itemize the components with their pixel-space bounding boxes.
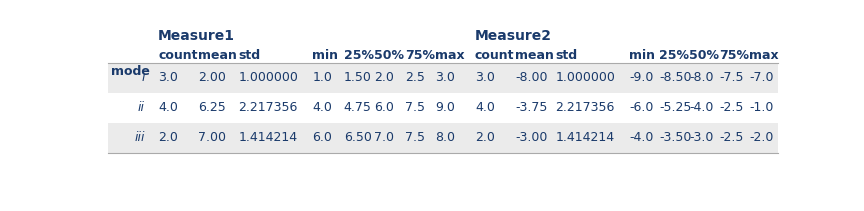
Text: 3.0: 3.0 [475, 71, 495, 84]
Text: 25%: 25% [659, 49, 689, 62]
Text: std: std [556, 49, 577, 62]
Text: -4.0: -4.0 [629, 131, 653, 144]
Text: 2.0: 2.0 [475, 131, 495, 144]
Text: 3.0: 3.0 [435, 71, 454, 84]
Text: count: count [475, 49, 514, 62]
Text: mean: mean [515, 49, 554, 62]
Text: -2.5: -2.5 [720, 101, 744, 114]
Text: -5.25: -5.25 [659, 101, 691, 114]
Text: 2.217356: 2.217356 [238, 101, 298, 114]
Text: i: i [142, 71, 145, 84]
Text: count: count [158, 49, 198, 62]
Text: Measure1: Measure1 [158, 29, 235, 43]
Text: -3.0: -3.0 [689, 131, 714, 144]
Text: 25%: 25% [344, 49, 374, 62]
Text: max: max [749, 49, 779, 62]
Text: 7.5: 7.5 [404, 101, 424, 114]
Text: 2.5: 2.5 [404, 71, 424, 84]
Text: mode: mode [111, 65, 150, 78]
Text: iii: iii [134, 131, 145, 144]
Text: -8.00: -8.00 [515, 71, 548, 84]
Text: 50%: 50% [689, 49, 719, 62]
Text: 2.0: 2.0 [158, 131, 178, 144]
Text: 2.217356: 2.217356 [556, 101, 614, 114]
FancyBboxPatch shape [108, 123, 778, 153]
Text: min: min [629, 49, 655, 62]
Text: min: min [312, 49, 338, 62]
Text: 8.0: 8.0 [435, 131, 454, 144]
Text: std: std [238, 49, 261, 62]
Text: 75%: 75% [404, 49, 435, 62]
Text: -2.5: -2.5 [720, 131, 744, 144]
Text: -8.0: -8.0 [689, 71, 714, 84]
Text: -7.0: -7.0 [749, 71, 774, 84]
Text: 1.50: 1.50 [344, 71, 372, 84]
Text: -3.00: -3.00 [515, 131, 548, 144]
Text: -6.0: -6.0 [629, 101, 653, 114]
Text: 7.5: 7.5 [404, 131, 424, 144]
Text: ii: ii [138, 101, 145, 114]
Text: 1.000000: 1.000000 [238, 71, 298, 84]
Text: 6.25: 6.25 [199, 101, 226, 114]
Text: Measure2: Measure2 [475, 29, 552, 43]
Text: -3.50: -3.50 [659, 131, 691, 144]
Text: 1.0: 1.0 [312, 71, 332, 84]
Text: 6.50: 6.50 [344, 131, 372, 144]
Text: 7.0: 7.0 [374, 131, 394, 144]
Text: -2.0: -2.0 [749, 131, 774, 144]
Text: -7.5: -7.5 [720, 71, 744, 84]
Text: max: max [435, 49, 464, 62]
FancyBboxPatch shape [108, 63, 778, 93]
Text: 4.0: 4.0 [158, 101, 178, 114]
Text: 4.0: 4.0 [475, 101, 495, 114]
Text: -4.0: -4.0 [689, 101, 714, 114]
FancyBboxPatch shape [108, 93, 778, 123]
Text: -3.75: -3.75 [515, 101, 548, 114]
Text: 1.414214: 1.414214 [238, 131, 298, 144]
Text: -8.50: -8.50 [659, 71, 691, 84]
Text: 3.0: 3.0 [158, 71, 178, 84]
Text: 9.0: 9.0 [435, 101, 454, 114]
Text: 6.0: 6.0 [312, 131, 332, 144]
Text: mean: mean [199, 49, 238, 62]
Text: 2.0: 2.0 [374, 71, 394, 84]
Text: -1.0: -1.0 [749, 101, 774, 114]
Text: 50%: 50% [374, 49, 403, 62]
Text: 7.00: 7.00 [199, 131, 226, 144]
Text: -9.0: -9.0 [629, 71, 653, 84]
Text: 4.0: 4.0 [312, 101, 332, 114]
Text: 4.75: 4.75 [344, 101, 372, 114]
Text: 1.000000: 1.000000 [556, 71, 615, 84]
Text: 6.0: 6.0 [374, 101, 394, 114]
Text: 75%: 75% [720, 49, 749, 62]
Text: 2.00: 2.00 [199, 71, 226, 84]
Text: 1.414214: 1.414214 [556, 131, 614, 144]
